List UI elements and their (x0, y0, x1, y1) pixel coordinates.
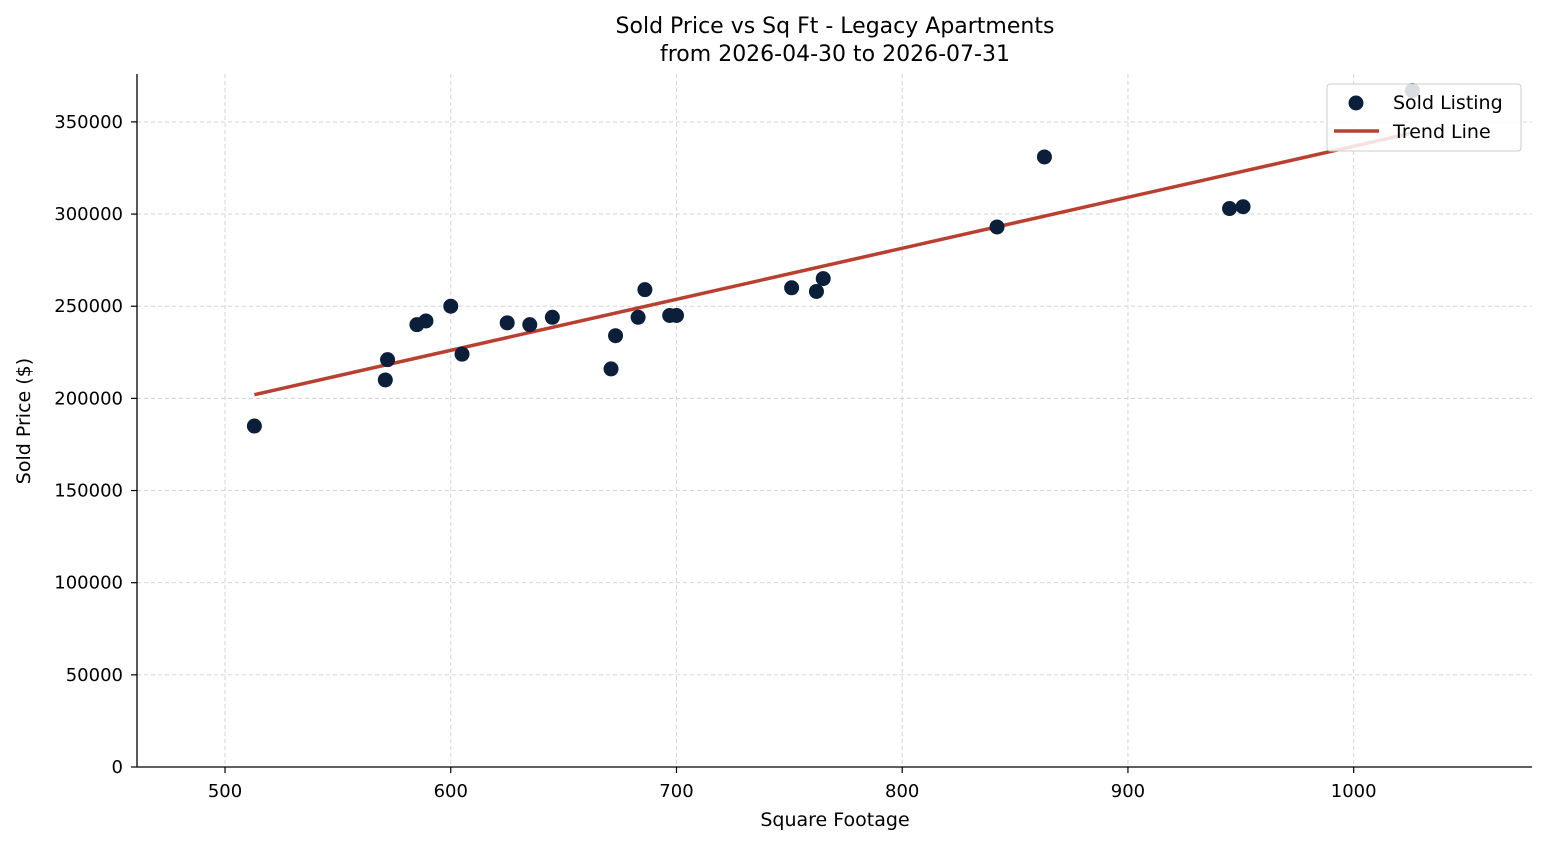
y-tick-label-200000: 200000 (54, 388, 123, 409)
data-point-19 (989, 219, 1005, 235)
data-point-20 (1036, 149, 1052, 165)
data-point-22 (1235, 199, 1251, 215)
legend: Sold Listing Trend Line (1326, 83, 1522, 152)
chart-title-line-1: Sold Price vs Sq Ft - Legacy Apartments (616, 14, 1055, 39)
grid (137, 74, 1532, 768)
y-tick-label-50000: 50000 (66, 665, 123, 686)
trend-line (253, 131, 1413, 397)
legend-label-trend-line: Trend Line (1392, 121, 1491, 143)
data-point-13 (637, 282, 653, 298)
y-axis-label: Sold Price ($) (13, 358, 35, 484)
data-point-18 (815, 271, 831, 287)
y-tick-label-0: 0 (112, 757, 123, 778)
axes: 500 600 700 800 900 1000 0 50000 100000 150000 200… (54, 74, 1532, 802)
data-point-12 (630, 309, 646, 325)
y-tick-label-300000: 300000 (54, 204, 123, 225)
data-point-15 (668, 307, 684, 323)
x-tick-label-600: 600 (434, 781, 468, 802)
data-point-4 (418, 313, 434, 329)
data-point-17 (808, 283, 824, 299)
x-tick-label-1000: 1000 (1331, 781, 1377, 802)
data-point-7 (499, 315, 515, 331)
data-point-6 (454, 346, 470, 362)
data-point-16 (784, 280, 800, 296)
data-point-2 (380, 352, 396, 368)
x-tick-label-500: 500 (208, 781, 242, 802)
x-axis-label: Square Footage (760, 809, 909, 831)
x-tick-label-800: 800 (885, 781, 919, 802)
data-point-8 (522, 317, 538, 333)
data-point-0 (246, 418, 262, 434)
data-point-21 (1222, 201, 1238, 217)
data-points (246, 83, 1420, 434)
data-point-9 (544, 309, 560, 325)
trend-line-layer (253, 131, 1413, 397)
y-tick-label-150000: 150000 (54, 481, 123, 502)
y-tick-label-100000: 100000 (54, 573, 123, 594)
data-point-1 (377, 372, 393, 388)
data-point-10 (603, 361, 619, 377)
legend-box (1326, 83, 1522, 152)
data-point-5 (443, 298, 459, 314)
data-point-11 (608, 328, 624, 344)
y-tick-label-250000: 250000 (54, 296, 123, 317)
chart-title-line-2: from 2026-04-30 to 2026-07-31 (660, 42, 1010, 67)
y-tick-label-350000: 350000 (54, 112, 123, 133)
x-tick-label-700: 700 (659, 781, 693, 802)
legend-label-sold-listing: Sold Listing (1393, 92, 1503, 114)
legend-marker-sold-listing (1348, 95, 1364, 111)
x-tick-label-900: 900 (1111, 781, 1145, 802)
